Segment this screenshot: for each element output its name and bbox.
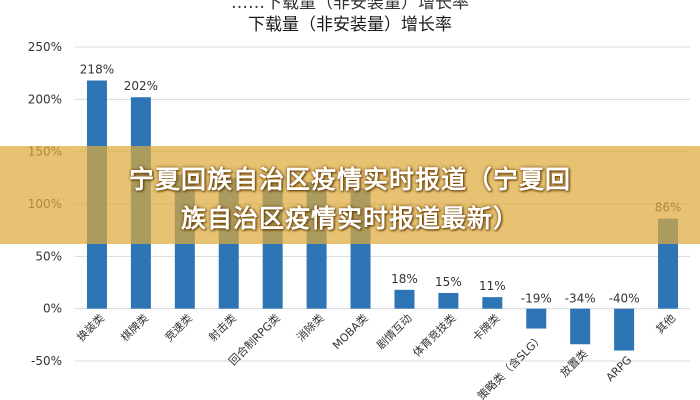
y-tick-label: 250% — [28, 40, 62, 54]
overlay-banner — [0, 146, 700, 244]
x-tick-label: 剧情互动 — [374, 312, 414, 352]
data-label: -19% — [521, 292, 552, 306]
x-tick-label: 消除类 — [293, 311, 326, 344]
chart-title-partial: ……下载量（非安装量）增长率 — [231, 0, 469, 13]
x-tick-label: 放置类 — [557, 346, 590, 379]
x-tick-label: 其他 — [653, 312, 678, 337]
banner-headline-line1: 宁夏回族自治区疫情实时报道（宁夏回 — [128, 165, 571, 194]
data-label: 15% — [435, 275, 462, 289]
data-labels: 218%202%18%15%11%-19%-34%-40%86% — [80, 62, 682, 305]
bar — [570, 308, 591, 345]
bar — [394, 289, 415, 309]
data-label: -40% — [609, 292, 640, 306]
x-tick-label: 策略类（含SLG） — [475, 331, 547, 400]
bar — [526, 308, 547, 329]
data-label: 11% — [479, 279, 506, 293]
x-tick-label: 卡牌类 — [469, 311, 502, 344]
x-tick-label: 棋牌类 — [118, 311, 151, 344]
data-label: 218% — [80, 62, 114, 76]
y-tick-label: 200% — [28, 92, 62, 106]
bar — [614, 308, 635, 351]
x-tick-label: 竞速类 — [162, 311, 195, 344]
bar — [482, 297, 503, 309]
banner-headline-line2: 族自治区疫情实时报道最新） — [180, 204, 519, 233]
data-label: -34% — [565, 292, 596, 306]
x-tick-label: ARPG — [604, 353, 635, 384]
data-label: 18% — [391, 272, 418, 286]
y-tick-label: 50% — [35, 249, 62, 263]
x-tick-label: 射击类 — [206, 311, 239, 344]
x-tick-label: MOBA类 — [329, 311, 370, 352]
bar — [438, 292, 459, 309]
x-tick-label: 换装类 — [74, 311, 107, 344]
y-tick-label: -50% — [31, 354, 62, 368]
data-label: 202% — [124, 79, 158, 93]
x-tick-label: 体育竞技类 — [410, 311, 459, 360]
y-tick-label: 0% — [43, 302, 62, 316]
chart-title: 下载量（非安装量）增长率 — [248, 15, 452, 35]
